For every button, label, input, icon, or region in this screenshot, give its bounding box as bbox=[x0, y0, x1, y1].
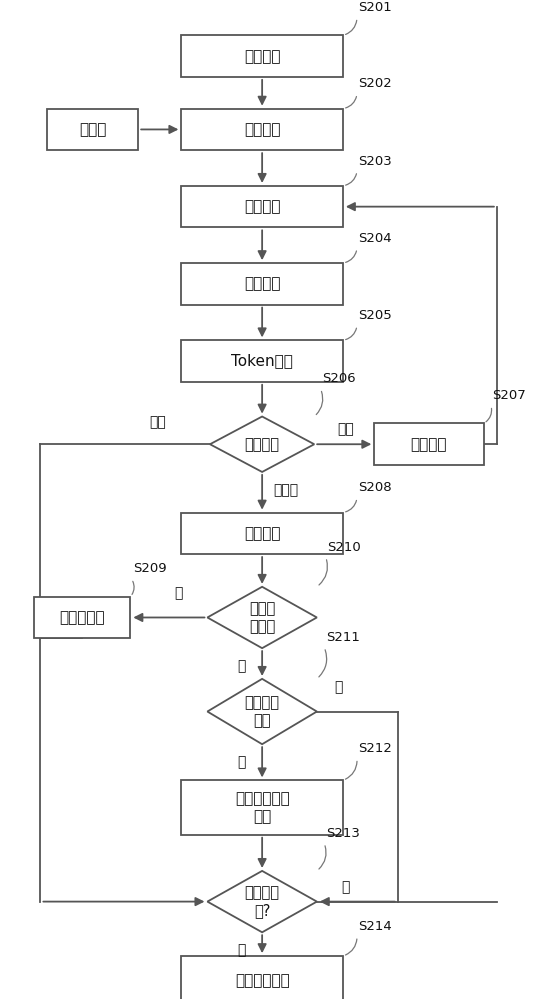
FancyBboxPatch shape bbox=[182, 109, 343, 150]
Polygon shape bbox=[207, 871, 317, 932]
Text: 跳过等处理: 跳过等处理 bbox=[59, 610, 105, 625]
Text: 变量: 变量 bbox=[337, 422, 354, 436]
Text: S214: S214 bbox=[359, 920, 392, 933]
Text: 否: 否 bbox=[237, 755, 246, 769]
FancyBboxPatch shape bbox=[182, 340, 343, 382]
Text: S210: S210 bbox=[327, 541, 361, 554]
Text: S207: S207 bbox=[493, 389, 527, 402]
Text: S211: S211 bbox=[326, 631, 359, 644]
Text: 否: 否 bbox=[175, 586, 183, 600]
Text: S208: S208 bbox=[359, 481, 392, 494]
Text: S204: S204 bbox=[359, 232, 392, 245]
FancyBboxPatch shape bbox=[34, 597, 130, 638]
FancyBboxPatch shape bbox=[182, 513, 343, 554]
Text: 源文件: 源文件 bbox=[79, 122, 106, 137]
Text: 判断为潜在风
险点: 判断为潜在风 险点 bbox=[235, 791, 289, 824]
Text: S212: S212 bbox=[359, 742, 392, 755]
FancyBboxPatch shape bbox=[182, 186, 343, 227]
FancyBboxPatch shape bbox=[374, 423, 484, 465]
Text: 生成扫描结果: 生成扫描结果 bbox=[235, 973, 289, 988]
FancyBboxPatch shape bbox=[182, 35, 343, 77]
Text: 词法分析: 词法分析 bbox=[244, 276, 280, 291]
Text: 风险点: 风险点 bbox=[273, 483, 298, 497]
Polygon shape bbox=[207, 679, 317, 744]
Text: 是: 是 bbox=[335, 680, 343, 694]
Text: Token分析: Token分析 bbox=[231, 354, 293, 369]
Text: 其它: 其它 bbox=[150, 415, 166, 429]
Text: 分类处理: 分类处理 bbox=[245, 437, 280, 452]
Text: 文件遍历
完?: 文件遍历 完? bbox=[245, 885, 280, 918]
Text: S206: S206 bbox=[322, 372, 356, 385]
Text: S201: S201 bbox=[359, 1, 392, 14]
FancyBboxPatch shape bbox=[47, 109, 138, 150]
Text: 来自用
户输入: 来自用 户输入 bbox=[249, 601, 275, 634]
Text: 变量压栈: 变量压栈 bbox=[411, 437, 447, 452]
Text: S209: S209 bbox=[133, 562, 167, 575]
Text: 是: 是 bbox=[237, 943, 246, 957]
FancyBboxPatch shape bbox=[182, 263, 343, 305]
Text: S202: S202 bbox=[359, 77, 392, 90]
Text: S203: S203 bbox=[359, 155, 392, 168]
Text: 变量回溯: 变量回溯 bbox=[244, 526, 280, 541]
Text: 开始扫描: 开始扫描 bbox=[244, 122, 280, 137]
FancyBboxPatch shape bbox=[182, 780, 343, 835]
Text: 否: 否 bbox=[341, 880, 350, 894]
Text: S205: S205 bbox=[359, 309, 392, 322]
Text: 逐行分析: 逐行分析 bbox=[244, 199, 280, 214]
Polygon shape bbox=[210, 417, 315, 472]
Polygon shape bbox=[207, 587, 317, 648]
Text: 是: 是 bbox=[237, 659, 246, 673]
Text: 用户配置: 用户配置 bbox=[244, 49, 280, 64]
Text: 安全函数
判断: 安全函数 判断 bbox=[245, 695, 280, 728]
Text: S213: S213 bbox=[326, 827, 359, 840]
FancyBboxPatch shape bbox=[182, 956, 343, 1000]
